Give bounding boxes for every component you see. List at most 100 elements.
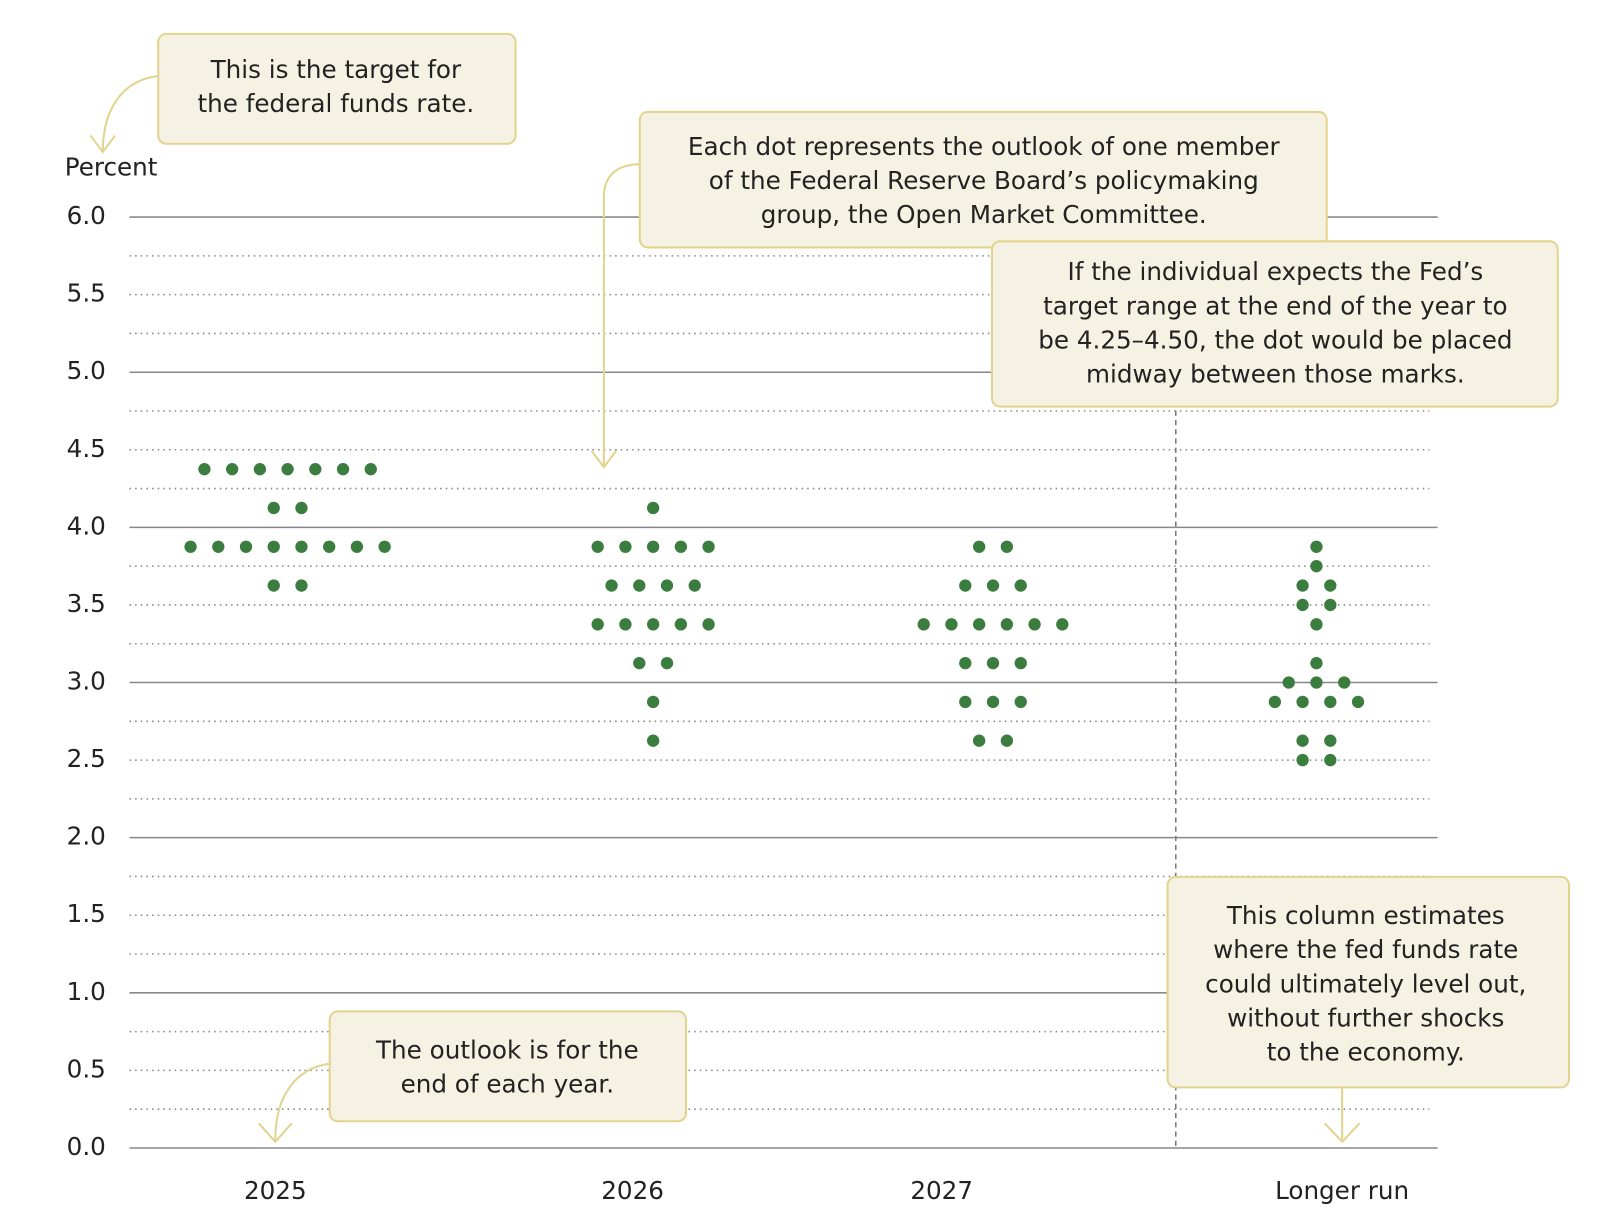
y-tick-label: 2.5: [67, 744, 106, 773]
y-axis-label: Percent: [65, 152, 158, 181]
dot: [660, 656, 674, 670]
dot: [1296, 695, 1309, 709]
dot: [959, 656, 972, 670]
dot: [972, 540, 986, 553]
dot: [1310, 618, 1323, 631]
dot: [1324, 695, 1337, 709]
dot: [1014, 695, 1027, 709]
dot: [295, 579, 308, 592]
callout-text: could ultimately level out,: [1205, 969, 1526, 998]
dot: [1282, 676, 1295, 689]
dot: [633, 579, 646, 592]
dot: [253, 463, 267, 476]
dot: [1324, 734, 1337, 747]
dot: [309, 463, 322, 476]
callout-arrowhead: [1323, 1122, 1361, 1144]
dot: [1310, 656, 1323, 670]
dot: [1028, 618, 1041, 631]
callout-box: [638, 110, 1328, 249]
dot: [350, 540, 364, 553]
y-tick-label: 6.0: [67, 201, 106, 230]
dot: [646, 734, 660, 747]
dot: [605, 579, 618, 592]
dot: [945, 618, 958, 631]
dot: [1324, 579, 1337, 592]
dot: [619, 540, 632, 553]
dot: [674, 540, 688, 553]
callout-text: end of each year.: [401, 1070, 614, 1099]
callout-arrowhead: [89, 134, 116, 154]
dot: [184, 540, 197, 553]
callout-text: The outlook is for the: [375, 1035, 639, 1064]
callout: This column estimates where the fed funds…: [1166, 875, 1571, 1144]
dot: [1000, 618, 1014, 631]
dot: [1296, 753, 1309, 767]
dot: [1351, 695, 1365, 709]
dot: [1324, 598, 1337, 612]
dot: [646, 618, 660, 631]
callout-text: This column estimates: [1226, 901, 1505, 930]
dot: [986, 656, 1000, 670]
dot: [646, 695, 660, 709]
dot: [959, 579, 972, 592]
y-tick-label: 3.5: [67, 589, 106, 618]
y-tick-label: 3.0: [67, 667, 106, 696]
dot: [1310, 540, 1323, 553]
y-tick-label: 0.0: [67, 1132, 106, 1161]
dot: [1056, 618, 1069, 631]
dot: [267, 579, 280, 592]
y-tick-label: 1.0: [67, 977, 106, 1006]
dot: [1296, 734, 1309, 747]
callout-box: [1166, 875, 1571, 1089]
dot: [1000, 540, 1014, 553]
y-tick-label: 0.5: [67, 1054, 106, 1083]
callout-arrow: [274, 1062, 330, 1140]
dot: [1014, 579, 1027, 592]
dot: [702, 540, 715, 553]
dot: [660, 579, 674, 592]
dot: [1014, 656, 1027, 670]
dot: [1310, 559, 1323, 573]
x-tick-label: 2026: [601, 1176, 664, 1205]
y-tick-label: 4.5: [67, 434, 106, 463]
dot: [1324, 753, 1337, 767]
callout-text: midway between those marks.: [1086, 360, 1465, 389]
dot: [646, 540, 660, 553]
dot: [688, 579, 701, 592]
callout-box: [157, 32, 517, 145]
callout-box: [990, 240, 1559, 408]
dot: [1338, 676, 1351, 689]
dot: [267, 501, 280, 515]
callout-text: If the individual expects the Fed’s: [1067, 257, 1483, 286]
dot: [281, 463, 294, 476]
callout-text: without further shocks: [1227, 1004, 1504, 1033]
y-tick-label: 2.0: [67, 822, 106, 851]
callout: If the individual expects the Fed’s targe…: [990, 240, 1559, 408]
y-tick-label: 1.5: [67, 899, 106, 928]
dot: [702, 618, 715, 631]
callout: This is the target for the federal funds …: [89, 32, 517, 154]
dot: [972, 734, 986, 747]
callout-text: group, the Open Market Committee.: [761, 200, 1207, 229]
dot: [591, 540, 604, 553]
dot: [1310, 676, 1323, 689]
dot: [225, 463, 239, 476]
dot: [239, 540, 253, 553]
dot: [619, 618, 632, 631]
y-tick-label: 5.5: [67, 279, 106, 308]
callout-text: target range at the end of the year to: [1043, 291, 1507, 320]
callout: Each dot represents the outlook of one m…: [590, 110, 1328, 469]
dot: [917, 618, 930, 631]
dot: [378, 540, 391, 553]
dot: [336, 463, 350, 476]
callout-box: [328, 1010, 688, 1123]
dot: [986, 579, 1000, 592]
x-tick-label: 2027: [910, 1176, 973, 1205]
dot: [1000, 734, 1014, 747]
dot: [1296, 579, 1309, 592]
dot: [1268, 695, 1282, 709]
dot: [646, 501, 660, 515]
callout-text: This is the target for: [210, 55, 462, 84]
